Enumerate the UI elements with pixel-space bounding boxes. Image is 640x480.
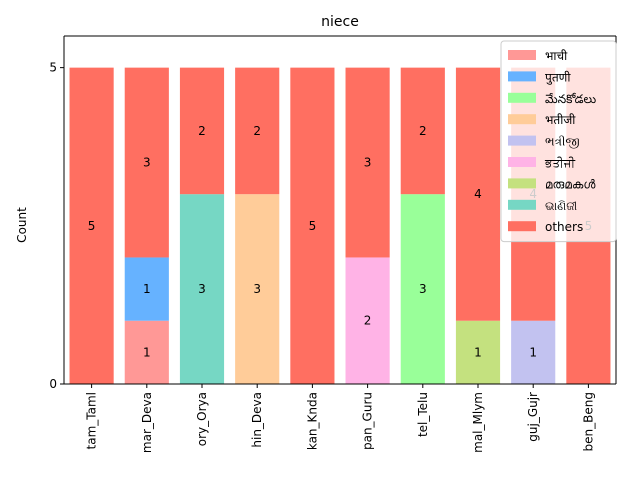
legend-label: भाची bbox=[545, 49, 568, 63]
bar-value-label: 3 bbox=[143, 156, 151, 170]
bar-pan_Guru-series-5 bbox=[345, 257, 390, 384]
legend-swatch bbox=[508, 221, 536, 232]
x-tick-label: hin_Deva bbox=[250, 392, 264, 448]
legend-label: മരുമകൾ bbox=[545, 177, 596, 191]
x-tick-label: tel_Telu bbox=[416, 392, 430, 437]
bar-guj_Gujr-series-4 bbox=[511, 320, 556, 384]
bar-value-label: 1 bbox=[143, 345, 151, 359]
bar-value-label: 3 bbox=[198, 282, 206, 296]
bar-value-label: 2 bbox=[253, 124, 261, 138]
bar-mar_Deva-series-8 bbox=[124, 67, 169, 258]
legend-label: ਭਤੀਜੀ bbox=[544, 156, 575, 170]
legend-swatch bbox=[508, 178, 536, 189]
legend-swatch bbox=[508, 71, 536, 82]
legend-label: ભત્રીજી bbox=[545, 135, 580, 149]
bar-value-label: 1 bbox=[529, 345, 537, 359]
bar-value-label: 3 bbox=[253, 282, 261, 296]
legend-swatch bbox=[508, 50, 536, 60]
bar-tel_Telu-series-8 bbox=[400, 67, 445, 195]
bar-mal_Mlym-series-6 bbox=[455, 320, 501, 384]
x-tick-label: mal_Mlym bbox=[471, 392, 485, 453]
bar-value-label: 4 bbox=[474, 187, 482, 201]
x-tick-label: kan_Knda bbox=[305, 392, 319, 450]
bar-hin_Deva-series-8 bbox=[235, 67, 280, 195]
legend-swatch bbox=[508, 199, 536, 210]
legend-label: पुतणी bbox=[545, 70, 571, 85]
bar-ory_Orya-series-7 bbox=[179, 194, 225, 384]
x-tick-label: tam_Taml bbox=[85, 392, 99, 449]
x-tick-label: guj_Gujr bbox=[526, 392, 540, 442]
x-tick-label: ben_Beng bbox=[581, 392, 595, 451]
bar-hin_Deva-series-3 bbox=[235, 194, 280, 384]
x-tick-label: ory_Orya bbox=[195, 392, 209, 446]
bar-ory_Orya-series-8 bbox=[179, 67, 225, 195]
bar-mar_Deva-series-1 bbox=[124, 257, 169, 321]
bar-value-label: 1 bbox=[143, 282, 151, 296]
x-tick-label: pan_Guru bbox=[361, 392, 375, 450]
legend-label: మేనకోడలు bbox=[545, 92, 596, 106]
bar-value-label: 2 bbox=[364, 314, 372, 328]
bar-value-label: 5 bbox=[309, 219, 317, 233]
legend: भाची पुतणी మేనకోడలు भतीजी ભત્રીજી ਭਤੀਜੀ മരുമകൾ… bbox=[500, 40, 617, 243]
legend-label: others bbox=[545, 220, 583, 234]
bar-value-label: 2 bbox=[419, 124, 427, 138]
bar-mar_Deva-series-0 bbox=[124, 320, 169, 384]
y-tick-label: 5 bbox=[49, 61, 57, 75]
bar-mal_Mlym-series-8 bbox=[455, 67, 501, 321]
axes-group: 0 5 tam_Taml mar_Deva ory_Orya hin_Deva kan_Kn… bbox=[49, 35, 617, 453]
bar-kan_Knda-series-8 bbox=[290, 67, 335, 385]
legend-swatch bbox=[508, 157, 536, 167]
legend-box bbox=[500, 40, 617, 243]
bar-value-label: 3 bbox=[364, 156, 372, 170]
legend-swatch bbox=[508, 135, 536, 146]
bar-tam_Taml-series-8 bbox=[69, 67, 114, 385]
legend-label: भतीजी bbox=[545, 113, 576, 127]
y-axis-label: Count bbox=[15, 207, 29, 243]
bar-tel_Telu-series-2 bbox=[400, 194, 445, 384]
chart-title: niece bbox=[321, 14, 359, 30]
bar-value-label: 3 bbox=[419, 282, 427, 296]
x-tick-label: mar_Deva bbox=[140, 392, 154, 453]
bar-value-label: 1 bbox=[474, 345, 482, 359]
legend-swatch bbox=[508, 114, 536, 125]
y-tick-label: 0 bbox=[49, 377, 57, 391]
legend-swatch bbox=[508, 92, 536, 103]
legend-label: ଭାଣିଜୀ bbox=[545, 199, 578, 213]
bar-value-label: 2 bbox=[198, 124, 206, 138]
bar-value-label: 5 bbox=[88, 219, 96, 233]
bar-pan_Guru-series-8 bbox=[345, 67, 390, 258]
